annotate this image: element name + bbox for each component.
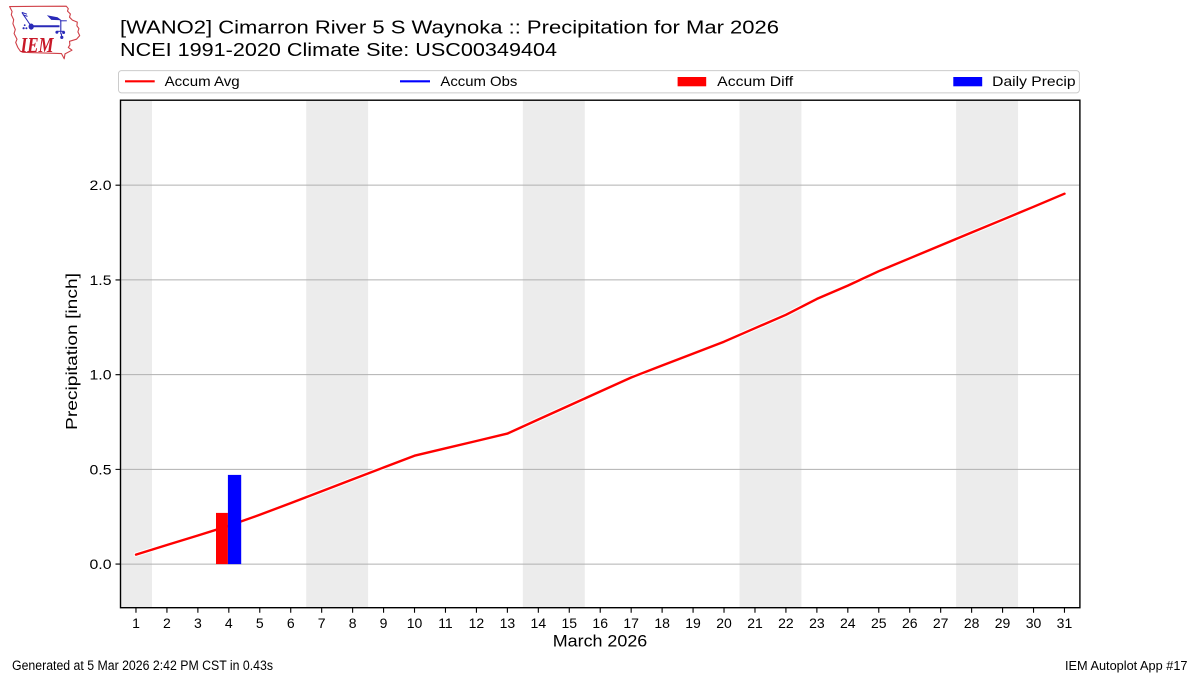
svg-text:25: 25	[871, 615, 887, 631]
svg-text:21: 21	[747, 615, 763, 631]
svg-text:11: 11	[438, 615, 453, 631]
svg-text:16: 16	[592, 615, 608, 631]
svg-text:20: 20	[716, 615, 732, 631]
svg-text:22: 22	[778, 615, 794, 631]
svg-text:10: 10	[407, 615, 423, 631]
svg-text:IEM: IEM	[20, 33, 55, 57]
svg-text:15: 15	[561, 615, 577, 631]
svg-text:29: 29	[995, 615, 1011, 631]
svg-text:30: 30	[1026, 615, 1042, 631]
svg-text:Precipitation [inch]: Precipitation [inch]	[64, 273, 81, 430]
svg-text:3: 3	[194, 615, 202, 631]
svg-text:31: 31	[1057, 615, 1073, 631]
svg-text:IEM Autoplot App #17: IEM Autoplot App #17	[1065, 658, 1188, 673]
svg-text:5: 5	[256, 615, 264, 631]
svg-text:18: 18	[654, 615, 670, 631]
svg-text:23: 23	[809, 615, 825, 631]
svg-text:Daily Precip: Daily Precip	[992, 73, 1076, 89]
svg-text:0.5: 0.5	[90, 461, 112, 477]
svg-text:2.0: 2.0	[90, 177, 112, 193]
svg-text:March 2026: March 2026	[553, 632, 648, 651]
svg-text:NCEI 1991-2020 Climate Site: U: NCEI 1991-2020 Climate Site: USC00349404	[120, 40, 557, 60]
svg-text:12: 12	[469, 615, 485, 631]
svg-text:8: 8	[349, 615, 357, 631]
svg-text:6: 6	[287, 615, 295, 631]
svg-text:1: 1	[132, 615, 140, 631]
svg-text:Accum Avg: Accum Avg	[165, 73, 240, 89]
svg-text:24: 24	[840, 615, 856, 631]
svg-text:0.0: 0.0	[90, 556, 112, 572]
svg-text:[WANO2] Cimarron River 5 S Way: [WANO2] Cimarron River 5 S Waynoka :: Pr…	[120, 18, 779, 38]
svg-text:9: 9	[380, 615, 388, 631]
svg-text:4: 4	[225, 615, 233, 631]
svg-text:1.0: 1.0	[90, 367, 112, 383]
svg-text:19: 19	[685, 615, 701, 631]
svg-text:Generated at 5 Mar 2026 2:42 P: Generated at 5 Mar 2026 2:42 PM CST in 0…	[12, 658, 273, 673]
svg-text:14: 14	[531, 615, 547, 631]
svg-text:27: 27	[933, 615, 949, 631]
svg-text:1.5: 1.5	[90, 272, 112, 288]
svg-text:13: 13	[500, 615, 516, 631]
svg-text:28: 28	[964, 615, 980, 631]
svg-text:17: 17	[623, 615, 639, 631]
svg-text:Accum Diff: Accum Diff	[717, 73, 793, 89]
svg-text:7: 7	[318, 615, 326, 631]
svg-text:Accum Obs: Accum Obs	[440, 73, 517, 89]
svg-text:2: 2	[163, 615, 171, 631]
svg-text:26: 26	[902, 615, 918, 631]
